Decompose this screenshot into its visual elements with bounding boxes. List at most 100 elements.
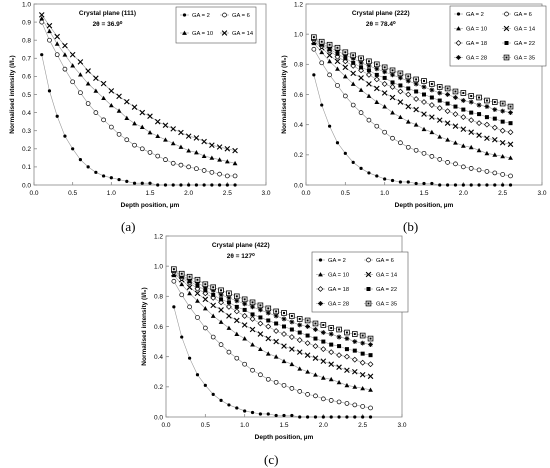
data-point bbox=[249, 326, 256, 333]
legend-swatch-marker bbox=[221, 30, 228, 36]
data-point-inner bbox=[485, 99, 488, 102]
data-point bbox=[232, 147, 238, 154]
legend-swatch-marker bbox=[504, 41, 509, 45]
data-point bbox=[508, 121, 513, 126]
data-point bbox=[321, 415, 325, 419]
x-axis-label: Depth position, µm bbox=[395, 202, 454, 209]
data-point bbox=[507, 129, 514, 136]
data-point-inner bbox=[338, 328, 341, 331]
data-point bbox=[390, 110, 395, 115]
data-point bbox=[452, 111, 459, 118]
data-point bbox=[232, 173, 238, 179]
data-point bbox=[390, 80, 395, 85]
y-tick-label: 0.4 bbox=[154, 354, 163, 361]
data-point bbox=[194, 183, 198, 187]
data-point bbox=[249, 299, 256, 306]
legend-entry: GA = 18 bbox=[466, 41, 487, 47]
data-point bbox=[258, 307, 263, 313]
y-tick-label: 0.6 bbox=[154, 324, 163, 331]
data-point bbox=[258, 412, 262, 416]
data-point bbox=[320, 375, 326, 380]
data-point-inner bbox=[312, 36, 315, 39]
data-point bbox=[398, 180, 402, 184]
data-point bbox=[444, 120, 451, 126]
data-point bbox=[219, 297, 224, 302]
data-point bbox=[390, 135, 395, 141]
data-point bbox=[178, 162, 184, 168]
data-point bbox=[320, 396, 326, 402]
data-point bbox=[312, 343, 319, 350]
data-point bbox=[368, 342, 373, 347]
data-point bbox=[224, 146, 231, 152]
data-point bbox=[186, 164, 192, 170]
data-point bbox=[78, 90, 83, 96]
data-point bbox=[414, 181, 418, 186]
data-point bbox=[360, 404, 366, 409]
series-line bbox=[173, 270, 371, 345]
legend: GA = 2 GA = 6 GA = 10 GA = 14 GA = 18 GA = 22… bbox=[449, 5, 547, 67]
data-point-inner bbox=[328, 43, 331, 46]
data-point bbox=[500, 172, 506, 177]
data-point bbox=[328, 349, 335, 356]
data-point bbox=[242, 336, 248, 341]
data-point bbox=[70, 79, 76, 85]
data-point bbox=[320, 103, 324, 107]
data-point bbox=[78, 72, 83, 77]
data-point-inner bbox=[336, 46, 339, 49]
data-point bbox=[116, 93, 122, 100]
data-point bbox=[485, 183, 489, 187]
data-point bbox=[500, 153, 506, 159]
data-point bbox=[437, 90, 443, 96]
data-point bbox=[469, 110, 474, 115]
data-point bbox=[163, 157, 168, 163]
data-point bbox=[62, 66, 68, 72]
data-point-inner bbox=[352, 54, 355, 57]
data-point bbox=[195, 373, 200, 377]
legend-swatch-marker bbox=[455, 40, 462, 46]
data-point bbox=[298, 415, 302, 419]
data-point bbox=[102, 174, 106, 178]
data-point bbox=[351, 160, 355, 164]
data-point bbox=[445, 137, 450, 142]
data-point-inner bbox=[306, 319, 309, 322]
data-point bbox=[77, 59, 84, 65]
data-point bbox=[438, 183, 442, 187]
x-tick-label: 1.0 bbox=[107, 190, 116, 197]
data-point-inner bbox=[478, 96, 481, 99]
series-1 bbox=[311, 46, 513, 179]
data-point bbox=[218, 319, 224, 324]
data-point bbox=[281, 358, 287, 364]
data-point bbox=[351, 356, 358, 363]
data-point bbox=[101, 95, 106, 101]
data-point bbox=[366, 63, 372, 69]
data-point bbox=[216, 144, 223, 150]
data-point bbox=[179, 183, 183, 187]
data-point bbox=[265, 335, 272, 342]
data-point bbox=[320, 346, 327, 353]
data-point bbox=[468, 144, 474, 150]
data-point bbox=[484, 121, 490, 128]
data-point bbox=[329, 342, 334, 347]
data-point bbox=[421, 126, 427, 132]
data-point bbox=[374, 72, 379, 77]
data-point bbox=[179, 281, 185, 287]
legend-entry: GA = 10 bbox=[328, 273, 349, 279]
data-point bbox=[234, 331, 240, 336]
data-point bbox=[226, 325, 232, 330]
data-point bbox=[344, 367, 350, 374]
data-point bbox=[373, 76, 380, 83]
data-point bbox=[374, 61, 380, 68]
data-point bbox=[241, 296, 248, 303]
data-point bbox=[367, 373, 374, 380]
x-tick-label: 1.0 bbox=[240, 422, 249, 429]
data-point bbox=[477, 183, 481, 187]
data-point bbox=[289, 346, 295, 352]
data-point bbox=[305, 333, 310, 338]
data-point bbox=[281, 331, 287, 337]
data-point bbox=[288, 334, 295, 340]
data-point bbox=[430, 181, 434, 186]
legend-entry: GA = 6 bbox=[514, 12, 532, 18]
x-axis-label: Depth position, µm bbox=[121, 202, 180, 209]
data-point bbox=[86, 165, 90, 169]
data-point bbox=[55, 114, 59, 118]
